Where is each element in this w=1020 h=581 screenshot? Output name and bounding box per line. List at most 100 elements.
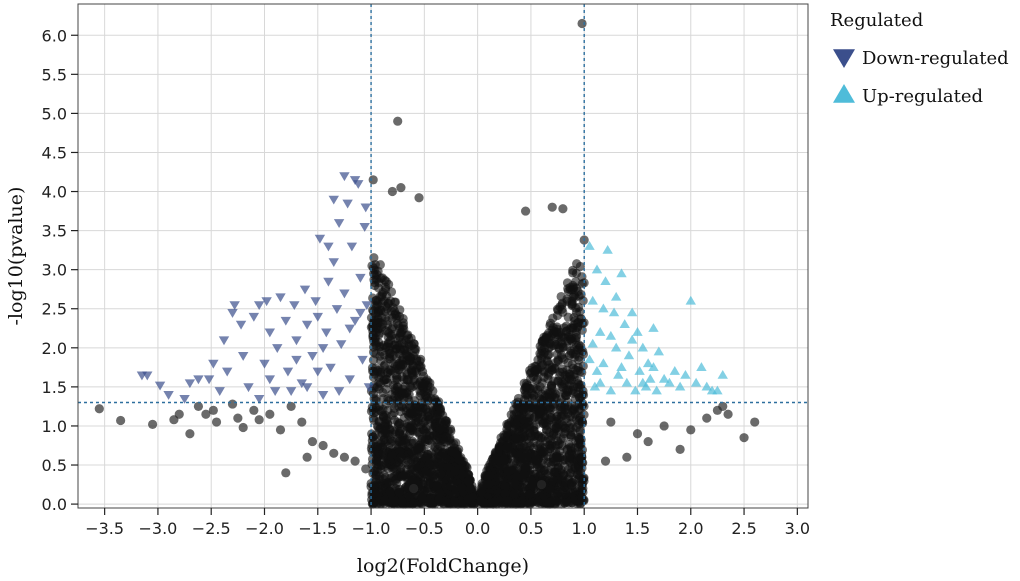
density-point [369, 253, 379, 263]
data-point [591, 366, 603, 375]
x-tick-label: −1.5 [298, 519, 337, 538]
data-point [229, 301, 240, 311]
density-point [379, 393, 389, 404]
density-point [385, 354, 395, 364]
density-point [558, 433, 569, 443]
data-point [269, 387, 281, 396]
data-point [669, 366, 680, 375]
data-point [637, 377, 649, 387]
data-point [632, 326, 643, 336]
density-point [370, 260, 380, 270]
data-point [286, 401, 296, 412]
density-point [468, 492, 479, 502]
density-point [570, 292, 580, 302]
density-point [450, 483, 460, 493]
x-axis-title: log2(FoldChange) [357, 555, 529, 577]
data-point [651, 385, 662, 395]
density-point [538, 419, 548, 429]
data-point [622, 452, 632, 462]
data-point [317, 344, 329, 354]
density-point [576, 453, 586, 464]
density-point [519, 469, 529, 479]
density-point [530, 450, 540, 460]
density-point [519, 441, 529, 451]
y-tick-label: 3.0 [42, 261, 67, 280]
density-point [476, 483, 487, 493]
data-point [214, 387, 225, 396]
density-point [405, 408, 415, 418]
density-point [539, 447, 549, 457]
data-point [584, 354, 595, 364]
data-point [203, 375, 215, 385]
data-point [265, 409, 275, 419]
data-point [227, 399, 238, 409]
data-point [221, 367, 233, 377]
data-point [179, 394, 190, 404]
data-point [621, 377, 633, 387]
data-point [536, 479, 547, 490]
density-point [485, 470, 495, 481]
data-point [185, 429, 195, 439]
data-point [154, 381, 166, 391]
x-tick-label: −1.0 [352, 519, 391, 538]
data-point [680, 369, 691, 379]
density-point [573, 389, 583, 399]
density-point [542, 402, 552, 412]
density-point [484, 479, 494, 489]
data-point [342, 199, 353, 209]
density-point [540, 436, 551, 446]
data-point [163, 391, 174, 400]
density-point [465, 484, 475, 494]
data-point [359, 223, 370, 232]
data-point [280, 316, 292, 326]
data-point [285, 387, 297, 396]
density-point [398, 360, 408, 370]
data-point [227, 309, 238, 318]
data-point [626, 334, 638, 344]
density-point [424, 415, 434, 425]
density-point [565, 334, 576, 344]
density-point [367, 402, 377, 412]
density-point [575, 427, 585, 437]
data-point [659, 421, 669, 431]
density-point [396, 401, 407, 411]
density-point [380, 425, 390, 435]
density-point [526, 431, 537, 441]
density-point [526, 475, 536, 485]
density-point [400, 469, 410, 479]
data-point [600, 276, 611, 286]
density-point [573, 446, 584, 457]
density-point [524, 489, 534, 500]
data-point [520, 206, 531, 216]
data-point [577, 18, 587, 29]
data-point [235, 320, 247, 330]
data-point [361, 464, 371, 474]
y-tick-label: 5.0 [42, 104, 67, 123]
data-point [318, 440, 328, 451]
data-point [264, 328, 276, 338]
data-point [637, 342, 649, 352]
density-point [436, 417, 446, 427]
data-point [282, 367, 294, 377]
density-point [578, 296, 588, 306]
data-point [648, 362, 659, 371]
density-point [423, 487, 433, 497]
data-point [349, 316, 361, 326]
density-point [534, 393, 545, 403]
density-point [379, 375, 389, 386]
density-point [549, 421, 559, 432]
density-point [559, 354, 569, 364]
data-point [387, 186, 397, 197]
data-point [643, 436, 653, 447]
density-point [542, 392, 552, 402]
data-point [310, 297, 321, 307]
x-tick-label: 0.5 [518, 519, 543, 538]
data-point [623, 350, 635, 360]
density-point [393, 420, 404, 430]
legend: Regulated Down-regulated Up-regulated [830, 10, 1009, 107]
density-point [510, 433, 521, 443]
density-point [574, 434, 584, 444]
density-point [522, 422, 532, 433]
density-point [391, 465, 401, 475]
